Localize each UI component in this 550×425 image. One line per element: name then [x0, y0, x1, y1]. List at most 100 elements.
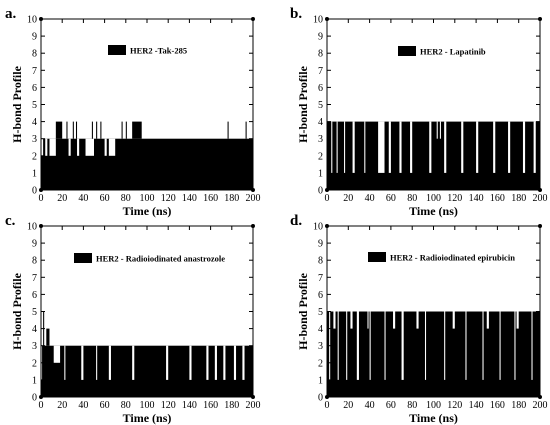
- legend-label: HER2 - Lapatinib: [420, 47, 486, 57]
- x-tick-label: 200: [533, 400, 548, 411]
- dip-bar: [206, 345, 209, 380]
- spike-bar: [75, 121, 78, 139]
- dip-bar: [533, 121, 536, 173]
- dip-bar: [388, 121, 391, 173]
- panel-label: c.: [5, 213, 16, 229]
- y-tick-label: 1: [318, 168, 323, 179]
- y-tick-label: 3: [318, 341, 323, 352]
- y-tick-label: 8: [32, 49, 37, 60]
- dip-bar: [410, 121, 413, 173]
- dip-bar: [508, 121, 511, 173]
- dip-bar: [514, 311, 516, 380]
- dip-bar: [64, 345, 66, 380]
- dip-bar: [439, 121, 441, 139]
- x-tick-label: 20: [57, 400, 67, 411]
- y-tick-label: 5: [32, 100, 37, 111]
- x-tick-label: 180: [224, 400, 239, 411]
- x-tick-label: 60: [386, 193, 396, 204]
- dip-bar: [476, 121, 479, 173]
- dip-bar: [436, 121, 438, 139]
- y-tick-label: 1: [32, 168, 37, 179]
- y-tick-label: 6: [32, 290, 37, 301]
- dip-bar: [331, 121, 333, 173]
- dip-bar: [416, 311, 419, 329]
- dip-bar: [378, 121, 385, 173]
- dip-bar: [429, 121, 432, 173]
- x-tick-label: 140: [182, 193, 197, 204]
- dip-bar: [108, 345, 111, 380]
- spike-bar: [55, 121, 63, 139]
- y-tick-label: 2: [318, 151, 323, 162]
- y-tick-label: 4: [32, 117, 37, 128]
- panel-label: a.: [5, 6, 17, 22]
- x-tick-label: 160: [490, 400, 505, 411]
- dip-bar: [233, 345, 237, 380]
- x-tick-label: 20: [57, 193, 67, 204]
- dip-bar: [336, 121, 338, 173]
- dip-bar: [214, 345, 217, 380]
- x-tick-label: 100: [140, 193, 155, 204]
- spike-bar: [96, 121, 98, 139]
- x-tick-label: 200: [246, 400, 261, 411]
- x-tick-label: 160: [203, 193, 218, 204]
- x-tick-label: 160: [490, 193, 505, 204]
- baseline-band: [327, 311, 540, 397]
- baseline-band: [41, 138, 253, 190]
- x-tick-label: 200: [246, 193, 261, 204]
- dip-bar: [333, 311, 336, 329]
- y-tick-label: 2: [32, 151, 37, 162]
- y-tick-label: 7: [32, 66, 37, 77]
- dip-bar: [344, 121, 346, 173]
- dip-bar: [337, 311, 339, 380]
- y-tick-label: 0: [318, 393, 323, 404]
- y-axis-title: H-bond Profile: [296, 272, 310, 349]
- spike-bar: [227, 121, 229, 139]
- x-tick-label: 0: [39, 193, 44, 204]
- y-tick-label: 9: [318, 239, 323, 250]
- y-tick-label: 0: [32, 393, 37, 404]
- x-tick-label: 40: [78, 400, 88, 411]
- y-tick-label: 3: [32, 341, 37, 352]
- spike-bar: [245, 121, 247, 139]
- y-tick-label: 9: [32, 32, 37, 43]
- y-tick-label: 5: [318, 307, 323, 318]
- y-tick-label: 5: [318, 100, 323, 111]
- y-tick-label: 10: [27, 222, 37, 233]
- dip-bar: [108, 138, 116, 156]
- dip-bar: [104, 138, 107, 156]
- x-tick-label: 120: [447, 193, 462, 204]
- x-axis-title: Time (ns): [123, 204, 172, 218]
- x-tick-label: 120: [161, 400, 176, 411]
- dip-bar: [482, 311, 484, 380]
- x-tick-label: 160: [203, 400, 218, 411]
- dip-bar: [384, 311, 386, 380]
- x-axis-title: Time (ns): [123, 411, 172, 425]
- y-tick-label: 2: [318, 358, 323, 369]
- x-tick-label: 180: [511, 400, 526, 411]
- dip-bar: [77, 138, 80, 156]
- dip-bar: [41, 138, 44, 156]
- dip-bar: [364, 121, 366, 173]
- dip-bar: [166, 345, 169, 380]
- dip-bar: [444, 311, 446, 380]
- panel-label: d.: [290, 213, 302, 229]
- x-tick-label: 140: [469, 400, 484, 411]
- y-tick-label: 3: [318, 134, 323, 145]
- y-tick-label: 4: [318, 324, 323, 335]
- y-tick-label: 0: [318, 186, 323, 197]
- x-tick-label: 140: [469, 193, 484, 204]
- y-tick-label: 7: [318, 66, 323, 77]
- spike-bar: [91, 121, 93, 139]
- x-tick-label: 80: [121, 400, 131, 411]
- dip-bar: [68, 138, 71, 156]
- x-tick-label: 60: [100, 193, 110, 204]
- dip-bar: [81, 345, 84, 380]
- dip-bar: [85, 138, 94, 156]
- y-tick-label: 10: [27, 15, 37, 26]
- x-tick-label: 120: [161, 193, 176, 204]
- dip-bar: [352, 121, 355, 173]
